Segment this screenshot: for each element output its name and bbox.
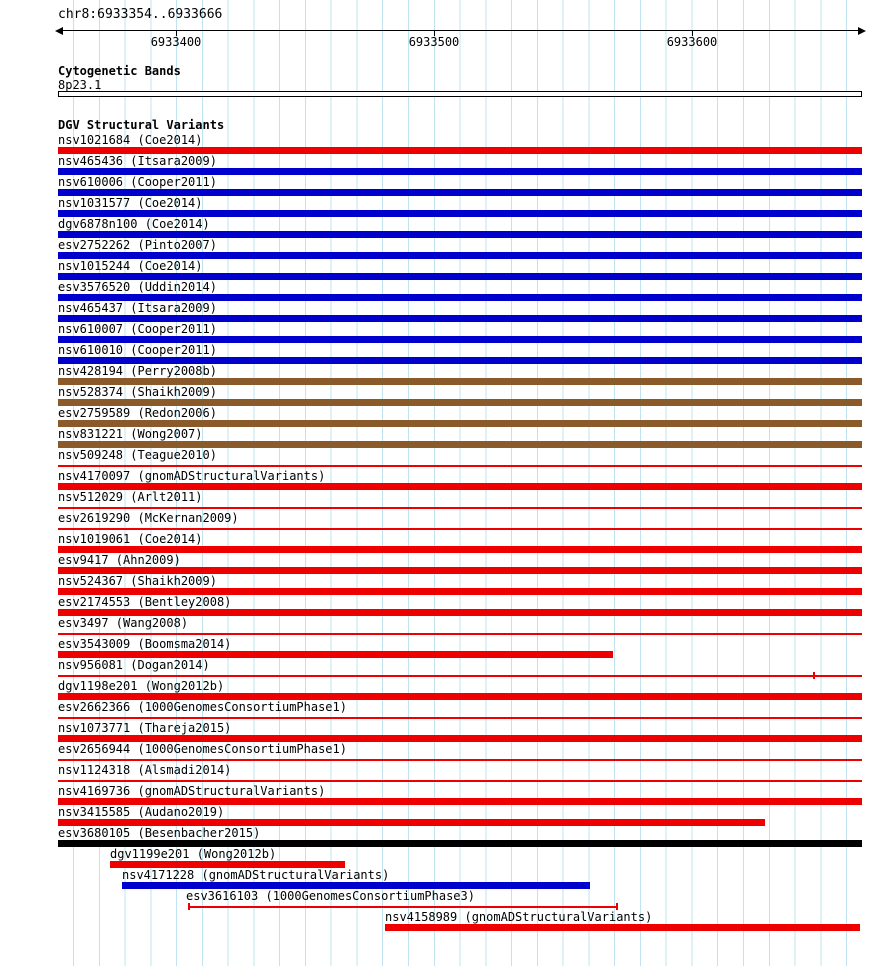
variant-bar[interactable] <box>58 483 862 490</box>
variant-bar[interactable] <box>58 798 862 805</box>
variant-bar[interactable] <box>58 441 862 448</box>
variant-bar[interactable] <box>188 906 618 908</box>
variant-bar[interactable] <box>58 819 765 826</box>
variant-bar[interactable] <box>58 168 862 175</box>
variant-bar[interactable] <box>58 252 862 259</box>
variant-label[interactable]: nsv4170097 (gnomADStructuralVariants) <box>58 469 326 483</box>
ruler-right-arrow-icon[interactable] <box>858 27 866 35</box>
variant-label[interactable]: nsv956081 (Dogan2014) <box>58 658 210 672</box>
variant-label[interactable]: nsv1124318 (Alsmadi2014) <box>58 763 232 777</box>
variant-bar[interactable] <box>122 882 590 889</box>
variant-label[interactable]: nsv465437 (Itsara2009) <box>58 301 217 315</box>
variant-end-tick <box>813 672 815 679</box>
variant-label[interactable]: nsv524367 (Shaikh2009) <box>58 574 217 588</box>
variant-label[interactable]: dgv1199e201 (Wong2012b) <box>110 847 277 861</box>
variant-label[interactable]: nsv1031577 (Coe2014) <box>58 196 203 210</box>
cytoband-band[interactable] <box>58 91 862 97</box>
variant-label[interactable]: esv3616103 (1000GenomesConsortiumPhase3) <box>186 889 475 903</box>
variant-bar[interactable] <box>58 210 862 217</box>
variant-bar[interactable] <box>58 609 862 616</box>
variant-bar[interactable] <box>58 780 862 782</box>
ruler-left-arrow-icon[interactable] <box>55 27 63 35</box>
ruler-tick-label: 6933400 <box>150 35 202 49</box>
variant-bar[interactable] <box>58 717 862 719</box>
position-title: chr8:6933354..6933666 <box>58 7 223 22</box>
variant-label[interactable]: esv2662366 (1000GenomesConsortiumPhase1) <box>58 700 347 714</box>
variant-label[interactable]: nsv512029 (Arlt2011) <box>58 490 203 504</box>
dgv-track-title: DGV Structural Variants <box>58 118 225 132</box>
variant-bar[interactable] <box>110 861 345 868</box>
variant-bar[interactable] <box>58 273 862 280</box>
cytoband-track-title: Cytogenetic Bands <box>58 64 181 78</box>
variant-label[interactable]: nsv4169736 (gnomADStructuralVariants) <box>58 784 326 798</box>
variant-bar[interactable] <box>58 507 862 509</box>
variant-label[interactable]: nsv610010 (Cooper2011) <box>58 343 217 357</box>
ruler-axis-line <box>58 30 862 31</box>
variant-label[interactable]: nsv428194 (Perry2008b) <box>58 364 217 378</box>
variant-label[interactable]: nsv528374 (Shaikh2009) <box>58 385 217 399</box>
variant-label[interactable]: nsv610006 (Cooper2011) <box>58 175 217 189</box>
variant-bar[interactable] <box>58 840 862 847</box>
variant-bar[interactable] <box>58 651 613 658</box>
variant-label[interactable]: nsv1021684 (Coe2014) <box>58 133 203 147</box>
variant-label[interactable]: nsv465436 (Itsara2009) <box>58 154 217 168</box>
variant-bar[interactable] <box>58 465 862 467</box>
variant-label[interactable]: esv2752262 (Pinto2007) <box>58 238 217 252</box>
variant-label[interactable]: esv3543009 (Boomsma2014) <box>58 637 232 651</box>
variant-bar[interactable] <box>385 924 860 931</box>
variant-bar[interactable] <box>58 759 862 761</box>
variant-bar[interactable] <box>58 675 862 677</box>
ruler-tick-label: 6933500 <box>408 35 460 49</box>
variant-bar[interactable] <box>58 336 862 343</box>
variant-bar[interactable] <box>58 315 862 322</box>
variant-label[interactable]: nsv1019061 (Coe2014) <box>58 532 203 546</box>
variant-bar[interactable] <box>58 420 862 427</box>
ruler-tick <box>176 30 177 36</box>
variant-label[interactable]: esv2619290 (McKernan2009) <box>58 511 239 525</box>
variant-label[interactable]: esv3680105 (Besenbacher2015) <box>58 826 261 840</box>
variant-end-tick <box>188 903 190 910</box>
ruler-tick-label: 6933600 <box>666 35 718 49</box>
variant-bar[interactable] <box>58 231 862 238</box>
variant-bar[interactable] <box>58 189 862 196</box>
variant-bar[interactable] <box>58 294 862 301</box>
variant-label[interactable]: nsv509248 (Teague2010) <box>58 448 217 462</box>
variant-label[interactable]: nsv4158989 (gnomADStructuralVariants) <box>385 910 653 924</box>
variant-bar[interactable] <box>58 357 862 364</box>
variant-bar[interactable] <box>58 567 862 574</box>
ruler-tick <box>692 30 693 36</box>
variant-label[interactable]: esv2174553 (Bentley2008) <box>58 595 232 609</box>
variant-label[interactable]: nsv1073771 (Thareja2015) <box>58 721 232 735</box>
variant-label[interactable]: esv9417 (Ahn2009) <box>58 553 181 567</box>
variant-end-tick <box>616 903 618 910</box>
variant-bar[interactable] <box>58 588 862 595</box>
cytoband-label: 8p23.1 <box>58 78 102 92</box>
variant-label[interactable]: esv2656944 (1000GenomesConsortiumPhase1) <box>58 742 347 756</box>
variant-bar[interactable] <box>58 693 862 700</box>
variant-bar[interactable] <box>58 633 862 635</box>
variant-bar[interactable] <box>58 546 862 553</box>
variant-label[interactable]: nsv1015244 (Coe2014) <box>58 259 203 273</box>
variant-label[interactable]: esv3497 (Wang2008) <box>58 616 189 630</box>
variant-label[interactable]: nsv831221 (Wong2007) <box>58 427 203 441</box>
variant-bar[interactable] <box>58 147 862 154</box>
variant-label[interactable]: nsv610007 (Cooper2011) <box>58 322 217 336</box>
variant-label[interactable]: nsv4171228 (gnomADStructuralVariants) <box>122 868 390 882</box>
variant-bar[interactable] <box>58 399 862 406</box>
variant-label[interactable]: dgv1198e201 (Wong2012b) <box>58 679 225 693</box>
ruler-tick <box>434 30 435 36</box>
variant-bar[interactable] <box>58 378 862 385</box>
variant-label[interactable]: esv3576520 (Uddin2014) <box>58 280 217 294</box>
variant-label[interactable]: nsv3415585 (Audano2019) <box>58 805 225 819</box>
variant-bar[interactable] <box>58 735 862 742</box>
variant-label[interactable]: dgv6878n100 (Coe2014) <box>58 217 210 231</box>
variant-label[interactable]: esv2759589 (Redon2006) <box>58 406 217 420</box>
variant-bar[interactable] <box>58 528 862 530</box>
